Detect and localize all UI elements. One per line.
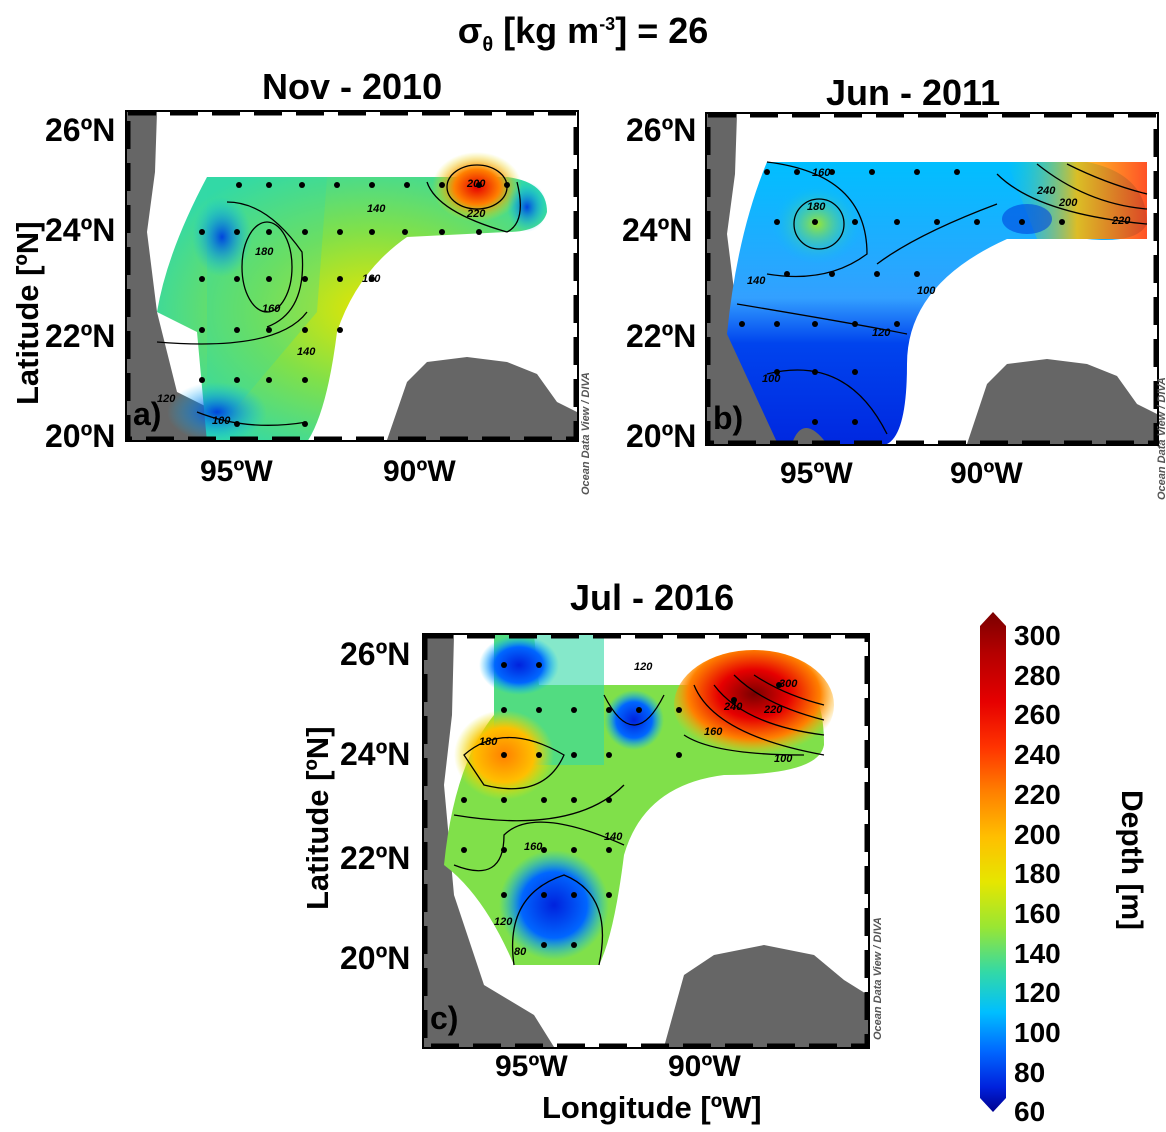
panel-c-contour-100: 100 (774, 753, 793, 765)
panel-a-lat-22: 22ºN (45, 318, 116, 354)
panel-c-lat-24: 24ºN (340, 736, 411, 772)
xlabel: Longitude [ºW] (542, 1090, 762, 1125)
panel-b-map: 160 180 140 100 120 100 240 200 220 (705, 112, 1159, 446)
cb-tick-120: 120 (1014, 977, 1061, 1008)
panel-c-contour-120b: 120 (494, 916, 513, 928)
panel-a-lon-90: 90ºW (383, 455, 456, 488)
panel-b-lat-24: 24ºN (622, 212, 693, 248)
panel-a-contour-140b: 140 (297, 346, 316, 358)
panel-c-contour-160: 160 (524, 841, 543, 853)
figure-title: σθ [kg m-3] = 26 (457, 10, 709, 57)
panel-b-lon-95: 95ºW (780, 457, 853, 490)
cb-tick-80: 80 (1014, 1057, 1046, 1088)
panel-b-contour-240: 240 (1036, 185, 1056, 197)
panel-a-lon-95: 95ºW (200, 455, 273, 488)
panel-c-contour-140: 140 (604, 831, 623, 843)
panel-b-lat-20: 20ºN (626, 418, 697, 454)
panel-c-credit: Ocean Data View / DIVA (872, 917, 884, 1040)
panel-b-contour-120: 120 (872, 327, 891, 339)
panel-b-title: Jun - 2011 (826, 72, 1001, 113)
cb-tick-280: 280 (1014, 660, 1061, 691)
panel-a-lat-26: 26ºN (45, 112, 116, 148)
panel-a-credit: Ocean Data View / DIVA (580, 372, 592, 495)
panel-c-contour-300: 300 (779, 678, 798, 690)
cb-tick-180: 180 (1014, 858, 1061, 889)
panel-a-lat-20: 20ºN (45, 418, 116, 454)
panel-c-lat-20: 20ºN (340, 940, 411, 976)
cb-tick-160: 160 (1014, 898, 1061, 929)
ylabel-top: Latitude [ºN] (10, 221, 45, 405)
panel-c-lat-22: 22ºN (340, 840, 411, 876)
panel-a-contour-160: 160 (262, 303, 281, 315)
panel-b-contour-100: 100 (917, 285, 936, 297)
cb-tick-300: 300 (1014, 620, 1061, 651)
panel-b-credit: Ocean Data View / DIVA (1156, 377, 1166, 500)
panel-c-contour-80: 80 (514, 946, 527, 958)
panel-b-contour-140: 140 (747, 275, 766, 287)
panel-b-contour-100b: 100 (762, 373, 781, 385)
cb-tick-220: 220 (1014, 779, 1061, 810)
cb-tick-60: 60 (1014, 1096, 1046, 1127)
panel-a-title: Nov - 2010 (262, 66, 443, 107)
panel-a-contour-100: 100 (212, 415, 231, 427)
panel-b-contour-160: 160 (812, 167, 831, 179)
panel-a-map: 180 160 140 160 140 100 120 200 220 (125, 110, 579, 442)
panel-a-contour-140: 140 (367, 203, 386, 215)
panel-c-contour-240: 240 (723, 701, 743, 713)
panel-a-contour-180: 180 (255, 246, 274, 258)
panel-b-contour-200: 200 (1058, 197, 1078, 209)
panel-c-title: Jul - 2016 (570, 577, 735, 618)
panel-c-contour-180: 180 (479, 736, 498, 748)
panel-a-lat-24: 24ºN (45, 212, 116, 248)
panel-c-lat-26: 26ºN (340, 636, 411, 672)
colorbar (980, 612, 1006, 1112)
colorbar-label: Depth [m] (1115, 790, 1148, 930)
panel-b-lat-26: 26ºN (626, 112, 697, 148)
panel-c-contour-120: 120 (634, 661, 653, 673)
panel-a-label: a) (133, 396, 162, 432)
panel-b-label: b) (713, 400, 744, 436)
panel-a-contour-120: 120 (157, 393, 176, 405)
cb-tick-200: 200 (1014, 819, 1061, 850)
panel-b-contour-180: 180 (807, 201, 826, 213)
panel-b-lon-90: 90ºW (950, 457, 1023, 490)
panel-b-lat-22: 22ºN (626, 318, 697, 354)
ylabel-bottom: Latitude [ºN] (300, 726, 335, 910)
panel-c-label: c) (430, 1000, 459, 1036)
panel-c-map: 180 160 140 120 120 80 300 240 220 160 1… (422, 633, 870, 1049)
panel-c-contour-220: 220 (763, 704, 783, 716)
panel-b-contour-220: 220 (1111, 215, 1131, 227)
panel-a-contour-200: 200 (466, 178, 486, 190)
panel-c-lon-95: 95ºW (495, 1050, 568, 1083)
cb-tick-240: 240 (1014, 739, 1061, 770)
panel-c-contour-160b: 160 (704, 726, 723, 738)
cb-tick-140: 140 (1014, 938, 1061, 969)
panel-c-lon-90: 90ºW (668, 1050, 741, 1083)
cb-tick-100: 100 (1014, 1017, 1061, 1048)
cb-tick-260: 260 (1014, 699, 1061, 730)
panel-a-contour-220: 220 (466, 208, 486, 220)
